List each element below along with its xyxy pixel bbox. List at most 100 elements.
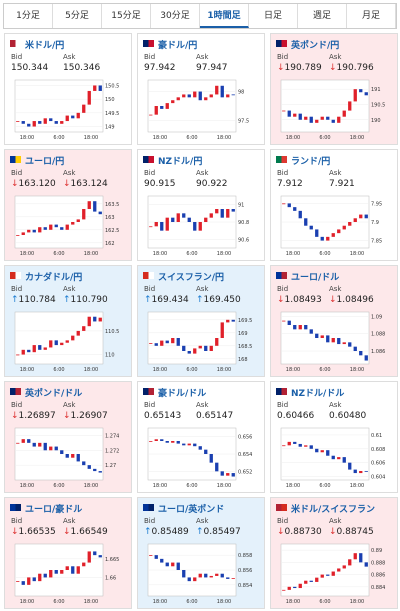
- candle: [187, 351, 191, 354]
- timeframe-tabs: 1分足 5分足 15分足 30分足 1時間足 日足 週足 月足: [3, 3, 397, 29]
- candle: [342, 565, 346, 569]
- y-tick-label: 1.66: [105, 575, 116, 581]
- y-tick-label: 0.606: [371, 461, 385, 467]
- candle: [331, 455, 335, 460]
- bid-label: Bid: [277, 517, 289, 525]
- y-tick-label: 149: [105, 125, 115, 131]
- tab[interactable]: 日足: [249, 4, 298, 28]
- tab[interactable]: 月足: [347, 4, 396, 28]
- candle: [342, 457, 346, 463]
- ask-value: 150.346: [63, 63, 101, 73]
- x-tick-label: 6:00: [53, 251, 64, 257]
- candle: [226, 209, 230, 218]
- tab[interactable]: 5分足: [53, 4, 102, 28]
- candle: [65, 454, 69, 458]
- tab[interactable]: 週足: [298, 4, 347, 28]
- candle: [226, 94, 230, 98]
- candle: [359, 89, 363, 93]
- y-tick-label: 7.9: [371, 220, 379, 226]
- y-tick-label: 169.5: [238, 318, 252, 324]
- candle: [348, 101, 352, 111]
- rate-panel[interactable]: 米ドル/円 Bid Ask 150.344 150.346 149 149.5 150 150.…: [4, 33, 132, 145]
- candle: [364, 470, 368, 472]
- y-tick-label: 0.61: [371, 433, 382, 439]
- rate-panel[interactable]: NZドル/ドル Bid Ask 0.60466 0.60480 0.604 0.606 0.6…: [270, 381, 398, 493]
- x-tick-label: 18:00: [350, 251, 364, 257]
- candle: [60, 121, 64, 124]
- tab[interactable]: 1時間足: [200, 4, 249, 28]
- candle: [287, 320, 291, 325]
- rate-panel[interactable]: 豪ドル/円 Bid Ask 97.942 97.947 97.5 98 18:00 6:00 18…: [137, 33, 265, 145]
- tab[interactable]: 15分足: [102, 4, 151, 28]
- mini-chart: 110 110.5 18:00 6:00 18:00: [14, 311, 119, 373]
- y-tick-label: 0.654: [238, 452, 252, 458]
- y-tick-label: 191: [371, 87, 381, 93]
- x-tick-label: 18:00: [217, 483, 231, 489]
- pair-name: スイスフラン/円: [158, 273, 225, 283]
- rate-panel[interactable]: 英ポンド/ドルBidAsk1.268971.269071.271.2721.27…: [4, 381, 132, 493]
- x-tick-label: 18:00: [153, 135, 167, 141]
- bid-value: 163.120: [11, 179, 56, 189]
- ask-label: Ask: [329, 169, 342, 177]
- candle: [326, 450, 330, 456]
- candle: [87, 90, 91, 105]
- candle: [149, 555, 153, 556]
- candle: [60, 570, 64, 574]
- pair-name: 米ドル/スイスフラン: [291, 505, 376, 515]
- ask-label: Ask: [63, 401, 76, 409]
- rate-panel[interactable]: スイスフラン/円BidAsk169.434169.450168168.51691…: [137, 265, 265, 377]
- candle: [98, 471, 102, 473]
- candle: [71, 222, 75, 225]
- rate-panel[interactable]: NZドル/円 Bid Ask 90.915 90.922 90.6 90.8 91 18:00 6…: [137, 149, 265, 261]
- candle: [171, 338, 175, 344]
- plot-area: [280, 311, 370, 365]
- y-tick-label: 0.604: [371, 475, 385, 481]
- rate-panel[interactable]: ユーロ/英ポンドBidAsk0.854890.854970.8540.8560.…: [137, 497, 265, 609]
- ask-value: 0.65147: [196, 411, 234, 421]
- candle: [76, 219, 80, 222]
- mini-chart: 149 149.5 150 150.5 18:00 6:00 18:00: [14, 79, 119, 141]
- candle: [337, 457, 341, 460]
- mini-chart: 1.27 1.272 1.274 18:00 6:00 18:00: [14, 427, 119, 489]
- y-tick-label: 110.5: [105, 329, 119, 335]
- candle: [165, 103, 169, 109]
- candle: [231, 209, 235, 212]
- x-tick-label: 6:00: [53, 599, 64, 605]
- rate-panel[interactable]: 豪ドル/ドル Bid Ask 0.65143 0.65147 0.652 0.654 0.65…: [137, 381, 265, 493]
- candle: [60, 450, 64, 454]
- candle: [21, 581, 25, 585]
- candle: [71, 566, 75, 574]
- bid-label: Bid: [11, 169, 23, 177]
- x-tick-label: 18:00: [286, 483, 300, 489]
- bid-label: Bid: [11, 53, 23, 61]
- candle: [220, 573, 224, 578]
- x-tick-label: 18:00: [350, 483, 364, 489]
- ask-label: Ask: [329, 53, 342, 61]
- candle: [220, 322, 224, 338]
- candle: [43, 118, 47, 124]
- candle: [304, 325, 308, 330]
- rate-panel[interactable]: ランド/円 Bid Ask 7.912 7.921 7.85 7.9 7.95 18:00 6:0…: [270, 149, 398, 261]
- candle: [43, 442, 47, 451]
- candle: [298, 583, 302, 589]
- candle: [315, 448, 319, 453]
- tab[interactable]: 30分足: [151, 4, 200, 28]
- pair-name: 豪ドル/ドル: [158, 389, 207, 399]
- tab[interactable]: 1分足: [4, 4, 53, 28]
- bid-value: 1.66535: [11, 527, 56, 537]
- mini-chart: 1.086 1.088 1.09 18:00 6:00 18:00: [280, 311, 385, 373]
- ask-label: Ask: [196, 285, 209, 293]
- y-tick-label: 162.5: [105, 228, 119, 234]
- candle: [359, 470, 363, 474]
- candle: [93, 551, 97, 556]
- candle: [320, 450, 324, 453]
- flag-icon: [10, 504, 21, 511]
- pair-name: 英ポンド/円: [291, 41, 340, 51]
- y-tick-label: 150.5: [105, 83, 119, 89]
